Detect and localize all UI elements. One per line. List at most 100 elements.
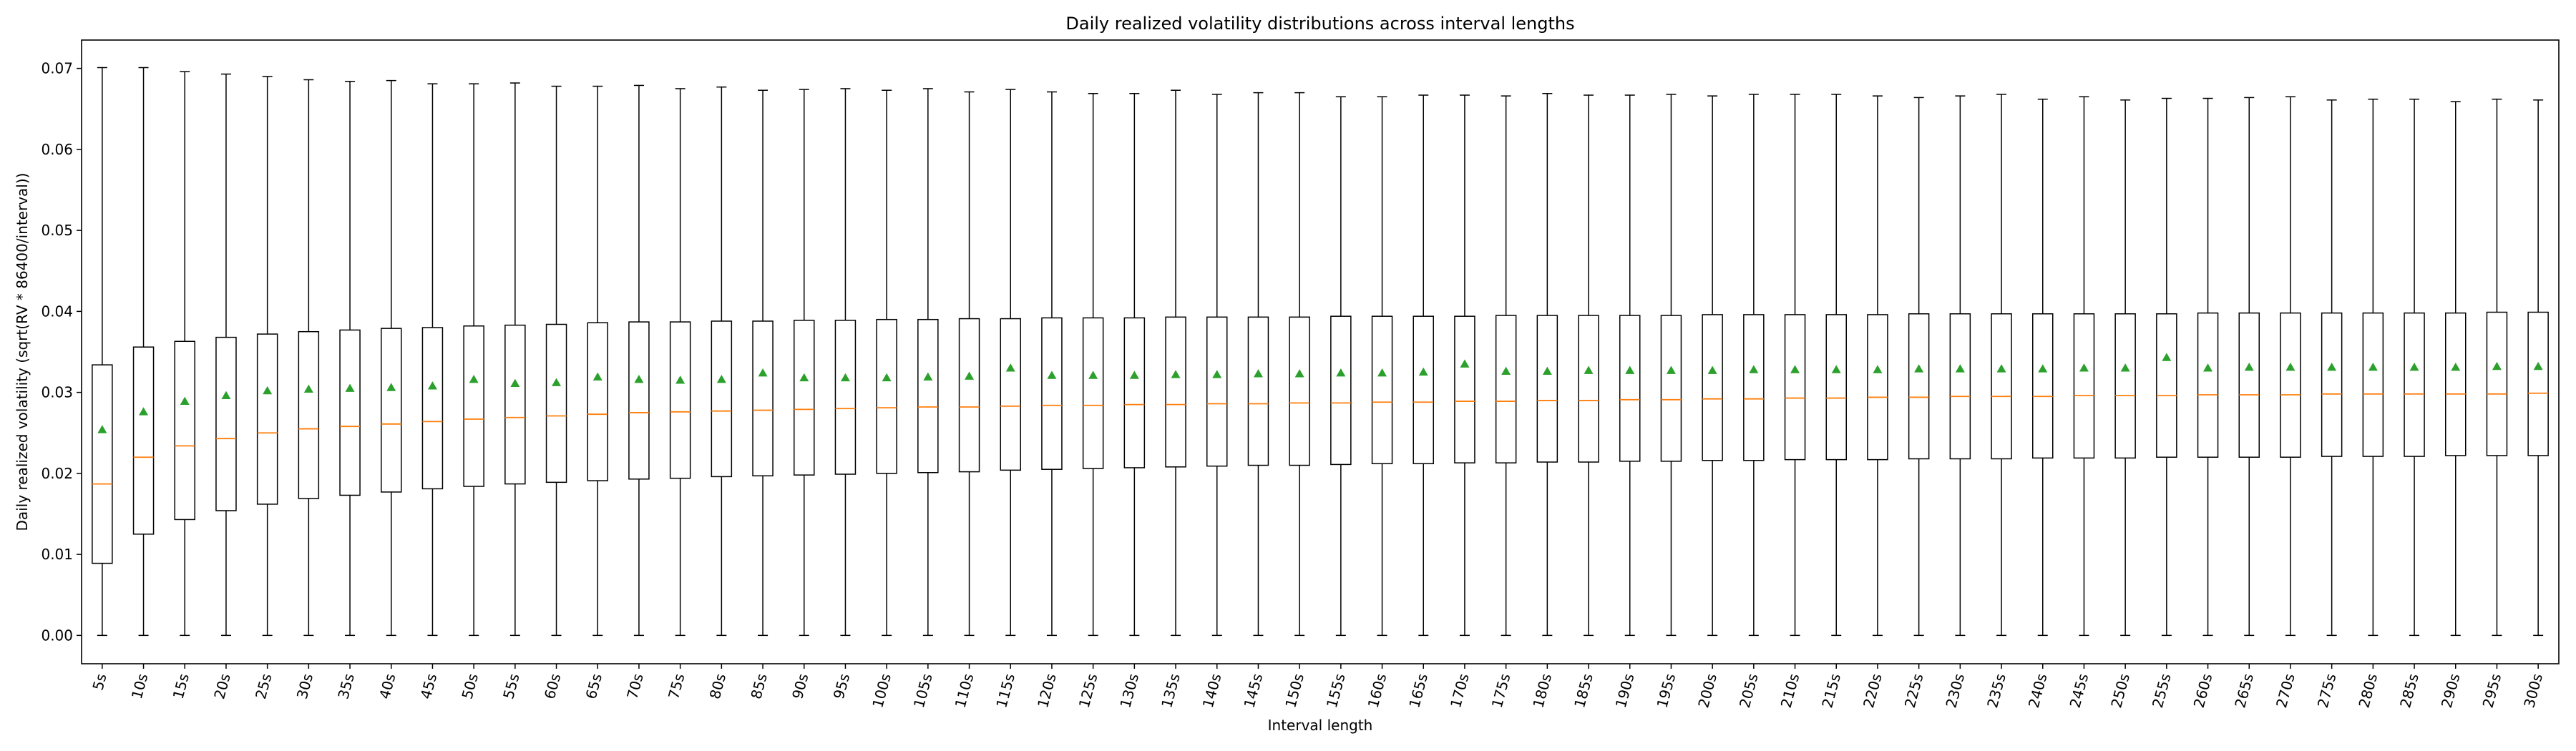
- mean-marker: [716, 375, 726, 383]
- iqr-box: [2362, 312, 2384, 457]
- box-50s: [463, 83, 484, 637]
- iqr-box: [2238, 312, 2260, 458]
- mean-marker: [592, 372, 602, 381]
- iqr-box: [1949, 313, 1971, 460]
- box-250s: [2114, 99, 2136, 637]
- box-120s: [1041, 91, 1063, 637]
- box-245s: [2073, 96, 2095, 637]
- mean-marker: [1501, 366, 1511, 376]
- iqr-box: [1825, 314, 1847, 461]
- iqr-box: [1702, 314, 1723, 461]
- chart-title: Daily realized volatility distributions …: [1065, 14, 1574, 34]
- box-290s: [2445, 101, 2467, 637]
- mean-marker: [799, 373, 809, 382]
- box-235s: [1991, 94, 2012, 637]
- mean-marker: [386, 383, 396, 391]
- box-160s: [1371, 96, 1393, 637]
- box-175s: [1495, 95, 1517, 637]
- iqr-box: [1413, 315, 1434, 465]
- iqr-box: [1619, 315, 1641, 462]
- mean-marker: [1212, 370, 1222, 378]
- mean-marker: [345, 383, 355, 392]
- iqr-box: [92, 364, 113, 564]
- box-10s: [132, 67, 155, 637]
- iqr-box: [1123, 317, 1146, 468]
- mean-marker: [965, 371, 975, 380]
- mean-marker: [510, 378, 520, 388]
- box-240s: [2032, 98, 2054, 637]
- mean-marker: [1542, 366, 1552, 376]
- mean-marker: [2285, 363, 2296, 371]
- y-tick-label: 0.04: [41, 303, 73, 320]
- iqr-box: [628, 321, 650, 480]
- box-130s: [1123, 92, 1146, 637]
- iqr-box: [794, 320, 815, 476]
- mean-marker: [2327, 363, 2337, 371]
- mean-marker: [1088, 370, 1098, 379]
- mean-marker: [552, 378, 562, 386]
- box-300s: [2527, 99, 2549, 637]
- iqr-box: [504, 324, 526, 485]
- iqr-box: [1082, 317, 1104, 469]
- iqr-box: [669, 321, 691, 479]
- iqr-box: [2156, 313, 2177, 458]
- iqr-box: [2114, 313, 2136, 459]
- mean-marker: [2368, 363, 2378, 371]
- iqr-box: [256, 333, 278, 505]
- mean-marker: [840, 373, 850, 382]
- box-40s: [381, 79, 402, 637]
- box-70s: [628, 84, 650, 637]
- mean-marker: [1377, 368, 1387, 377]
- mean-marker: [758, 368, 768, 377]
- box-260s: [2197, 97, 2219, 637]
- iqr-box: [2445, 312, 2467, 456]
- y-tick-label: 0.07: [41, 60, 73, 77]
- mean-marker: [923, 372, 933, 381]
- box-220s: [1867, 95, 1888, 637]
- box-110s: [958, 91, 980, 637]
- iqr-box: [2073, 313, 2095, 459]
- mean-marker: [1707, 365, 1717, 374]
- box-20s: [215, 73, 237, 637]
- iqr-box: [834, 320, 857, 475]
- iqr-box: [1330, 315, 1352, 466]
- iqr-box: [1784, 314, 1806, 461]
- mean-marker: [1584, 365, 1594, 374]
- mean-marker: [1005, 363, 1015, 372]
- iqr-box: [381, 328, 402, 493]
- iqr-box: [1206, 316, 1228, 467]
- mean-marker: [1129, 370, 1139, 379]
- box-170s: [1454, 94, 1475, 637]
- iqr-box: [298, 330, 320, 499]
- mean-marker: [2038, 364, 2048, 373]
- mean-marker: [139, 407, 149, 416]
- iqr-box: [752, 320, 774, 477]
- iqr-box: [1867, 314, 1888, 461]
- box-210s: [1784, 94, 1806, 637]
- iqr-box: [2321, 312, 2343, 457]
- mean-marker: [2203, 363, 2213, 372]
- iqr-box: [917, 318, 939, 473]
- mean-marker: [2409, 363, 2419, 371]
- mean-marker: [634, 375, 644, 383]
- box-65s: [587, 85, 608, 637]
- box-85s: [752, 89, 774, 637]
- box-80s: [711, 86, 733, 637]
- mean-marker: [1749, 365, 1759, 373]
- iqr-box: [711, 320, 733, 478]
- y-tick-label: 0.05: [41, 222, 73, 239]
- box-75s: [669, 88, 691, 637]
- box-series: [92, 67, 2549, 637]
- mean-marker: [1625, 365, 1635, 374]
- box-105s: [917, 88, 939, 637]
- box-255s: [2156, 97, 2177, 637]
- box-155s: [1330, 96, 1352, 637]
- mean-marker: [427, 381, 437, 390]
- y-tick-label: 0.06: [41, 141, 73, 158]
- mean-marker: [2162, 353, 2172, 361]
- box-135s: [1165, 89, 1186, 637]
- box-25s: [256, 76, 278, 637]
- mean-marker: [1666, 365, 1676, 374]
- iqr-box: [545, 323, 567, 484]
